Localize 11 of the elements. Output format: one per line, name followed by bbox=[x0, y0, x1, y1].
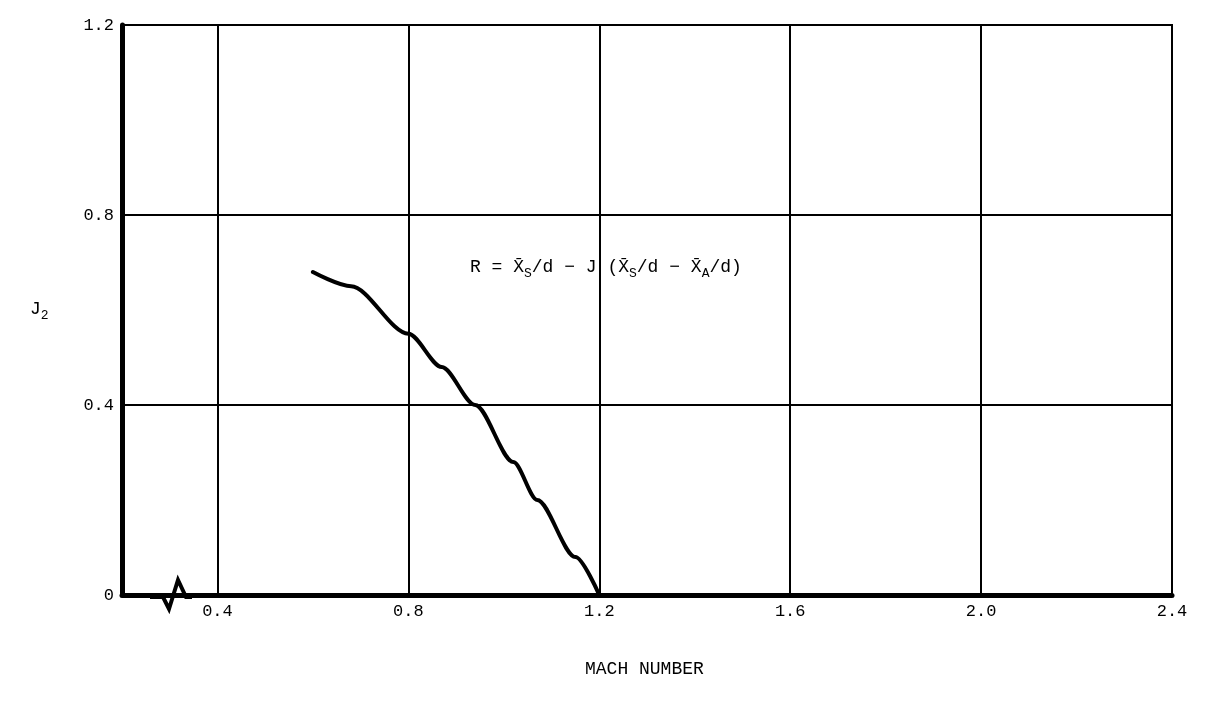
y-tick-label: 1.2 bbox=[83, 15, 114, 35]
x-tick-label: 0.4 bbox=[202, 602, 233, 621]
y-tick-label: 0.8 bbox=[83, 205, 114, 225]
x-tick-label: 0.8 bbox=[393, 602, 424, 621]
y-tick-label: 0.4 bbox=[83, 395, 114, 415]
x-tick-label: 2.0 bbox=[965, 602, 997, 621]
x-tick-label: 1.2 bbox=[583, 602, 615, 621]
x-tick-label: 2.4 bbox=[1156, 602, 1188, 621]
y-tick-label: 0 bbox=[103, 585, 114, 605]
x-axis-title: MACH NUMBER bbox=[585, 659, 705, 679]
x-tick-label: 1.6 bbox=[774, 602, 806, 621]
